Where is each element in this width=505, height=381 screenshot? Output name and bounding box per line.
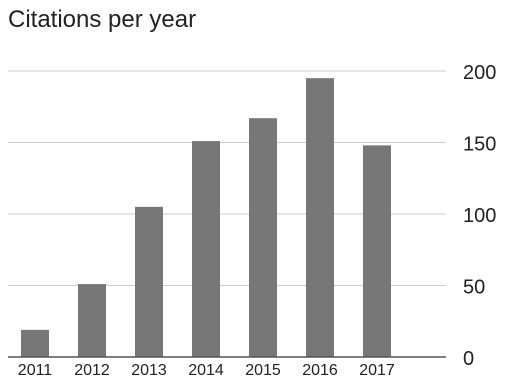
bar-2017 xyxy=(363,145,391,357)
x-tick-label: 2011 xyxy=(18,362,53,379)
y-tick-label: 150 xyxy=(463,134,496,156)
chart-title: Citations per year xyxy=(8,6,197,33)
y-tick-labels: 0 50 100 150 200 xyxy=(463,62,496,370)
x-tick-label: 2014 xyxy=(188,362,224,379)
bar-2013 xyxy=(135,206,163,357)
x-tick-label: 2013 xyxy=(131,362,167,379)
y-tick-label: 100 xyxy=(463,205,496,227)
x-tick-label: 2016 xyxy=(302,362,338,379)
x-tick-label: 2017 xyxy=(359,362,395,379)
bar-2012 xyxy=(78,284,106,357)
bar-2014 xyxy=(192,141,220,357)
x-tick-label: 2012 xyxy=(74,362,110,379)
y-tick-label: 0 xyxy=(463,348,474,370)
bar-2015 xyxy=(249,118,277,357)
bars xyxy=(21,78,391,358)
x-tick-labels: 2011 2012 2013 2014 2015 2016 2017 xyxy=(18,362,395,379)
bar-2016 xyxy=(306,78,334,358)
bar-2011 xyxy=(21,329,49,357)
y-tick-label: 50 xyxy=(463,277,485,299)
x-tick-label: 2015 xyxy=(245,362,281,379)
y-tick-label: 200 xyxy=(463,62,496,84)
